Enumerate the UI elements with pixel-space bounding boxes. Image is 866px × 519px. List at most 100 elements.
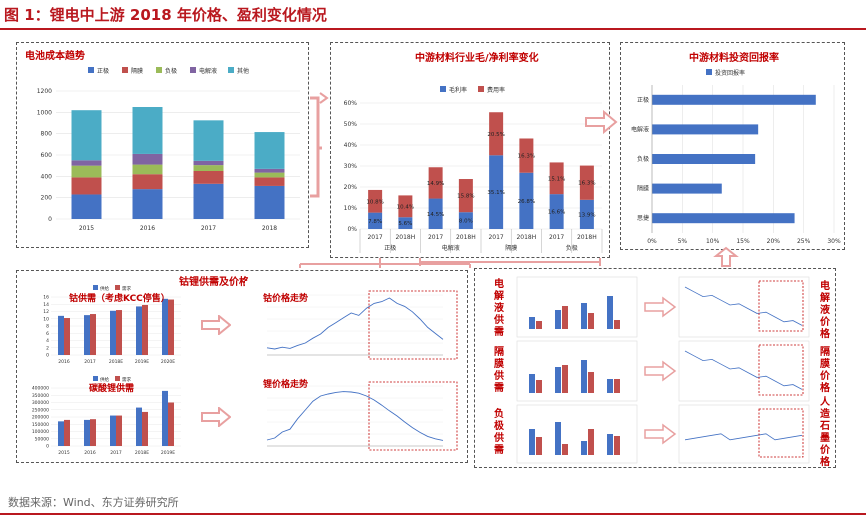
y-tick-label: 0	[46, 444, 49, 450]
bar	[652, 94, 816, 105]
bar-segment	[132, 107, 163, 154]
x-tick-label: 2018H	[516, 234, 536, 241]
bar-segment	[254, 132, 285, 169]
mini-bar	[581, 360, 587, 393]
bar-segment	[132, 164, 163, 175]
mini-bar	[536, 437, 542, 455]
bar	[64, 318, 70, 355]
y-tick-label: 0	[46, 353, 49, 359]
separator-supply-label: 隔膜供需	[494, 347, 504, 394]
mini-bar	[562, 306, 568, 329]
y-tick-label: 100000	[32, 429, 49, 435]
legend-label: 投资回报率	[715, 69, 745, 77]
mini-price-line	[684, 286, 803, 326]
data-label: 13.9%	[578, 212, 595, 218]
bar-segment	[193, 160, 224, 166]
legend-swatch	[478, 86, 484, 92]
battery-cost-panel: 电池成本趋势 正极 隔膜 负极 电解液 其他 0 200 400 600 800 1000 1200 2…	[16, 42, 309, 248]
mini-price-line	[684, 350, 803, 390]
bar	[58, 315, 64, 355]
y-tick-label: 隔膜	[637, 185, 649, 193]
bar-segment	[193, 183, 224, 219]
source-note: 数据来源：Wind、东方证券研究所	[8, 496, 179, 509]
y-tick-label: 400	[41, 173, 53, 180]
battery-cost-chart: 正极 隔膜 负极 电解液 其他 0 200 400 600 800 1000 1200 2015 2016…	[37, 67, 300, 232]
y-tick-label: 正极	[637, 96, 649, 104]
legend-swatch	[93, 285, 98, 290]
x-tick-label: 2018H	[395, 234, 415, 241]
cobalt-supply-label: 钴供需（考虑KCC停售）	[69, 294, 170, 304]
legend-swatch	[115, 376, 120, 381]
y-tick-label: 30%	[344, 163, 358, 170]
y-tick-label: 负极	[637, 155, 649, 163]
materials-mini-charts	[516, 276, 810, 464]
highlight-box	[758, 408, 804, 458]
bar	[142, 304, 148, 355]
mini-bar	[614, 379, 620, 393]
x-tick-label: 2018E	[135, 450, 149, 456]
y-tick-label: 20%	[344, 184, 358, 191]
x-tick-label: 5%	[678, 238, 688, 245]
bar-segment	[71, 194, 102, 219]
bar-segment	[254, 172, 285, 178]
x-tick-label: 2017	[201, 225, 216, 232]
bar-segment	[398, 195, 413, 218]
x-tick-label: 2015	[58, 450, 70, 456]
x-tick-label: 2017	[367, 234, 382, 241]
x-tick-label: 2018H	[456, 234, 476, 241]
highlight-box	[758, 280, 804, 332]
y-tick-label: 50%	[344, 121, 358, 128]
bar-segment	[193, 120, 224, 161]
bar-segment	[458, 212, 473, 229]
y-tick-label: 600	[41, 152, 53, 159]
x-tick-label: 2017	[84, 359, 96, 365]
bar-segment	[132, 174, 163, 190]
data-label: 15.1%	[548, 176, 565, 182]
bar	[136, 407, 142, 446]
chart-background	[245, 372, 460, 460]
roi-panel: 中游材料投资回报率 投资回报率 0% 5% 10% 15% 20% 25% 30% 正极 电解液负…	[620, 42, 845, 250]
data-label: 16.3%	[518, 154, 535, 160]
cobalt-price-label: 钴价格走势	[263, 294, 309, 304]
bar	[110, 415, 116, 446]
bar-segment	[428, 167, 443, 199]
separator-price-label: 隔膜价格	[820, 347, 830, 394]
mini-chart-frame	[678, 404, 810, 464]
bar	[58, 421, 64, 446]
x-tick-label: 2018H	[577, 234, 597, 241]
data-label: 10.4%	[397, 204, 414, 210]
bar-segment	[254, 177, 285, 186]
y-tick-label: 2	[46, 345, 49, 351]
x-tick-label: 2016	[84, 450, 96, 456]
right-arrow-icon	[644, 423, 677, 445]
bar-segment	[549, 194, 564, 229]
bar-segment	[71, 110, 102, 161]
y-tick-label: 8	[46, 324, 49, 330]
lithium-price-chart	[245, 372, 460, 460]
bar	[652, 213, 795, 224]
x-tick-label: 2020E	[161, 359, 175, 365]
bar-segment	[489, 155, 504, 229]
legend-swatch	[156, 67, 162, 73]
legend-label: 负极	[165, 67, 177, 75]
bar	[116, 310, 122, 355]
x-tick-label: 0%	[647, 238, 657, 245]
group-label: 负极	[566, 244, 578, 252]
y-tick-label: 10%	[344, 205, 358, 212]
group-label: 隔膜	[505, 244, 517, 252]
legend-label: 其他	[237, 67, 249, 75]
mini-bar	[536, 321, 542, 329]
x-tick-label: 2019E	[161, 450, 175, 456]
y-tick-label: 16	[43, 295, 49, 301]
y-tick-label: 0	[48, 216, 52, 223]
y-tick-label: 150000	[32, 422, 49, 428]
mini-bar	[529, 429, 535, 455]
y-tick-label: 6	[46, 331, 49, 337]
legend-label: 需求	[122, 376, 131, 383]
bar-segment	[71, 165, 102, 178]
margin-chart: 毛利率 费用率 0% 10% 20% 30% 40% 50% 60% 7.8% 10.8% 2017 5…	[344, 86, 603, 253]
bar	[652, 154, 756, 164]
